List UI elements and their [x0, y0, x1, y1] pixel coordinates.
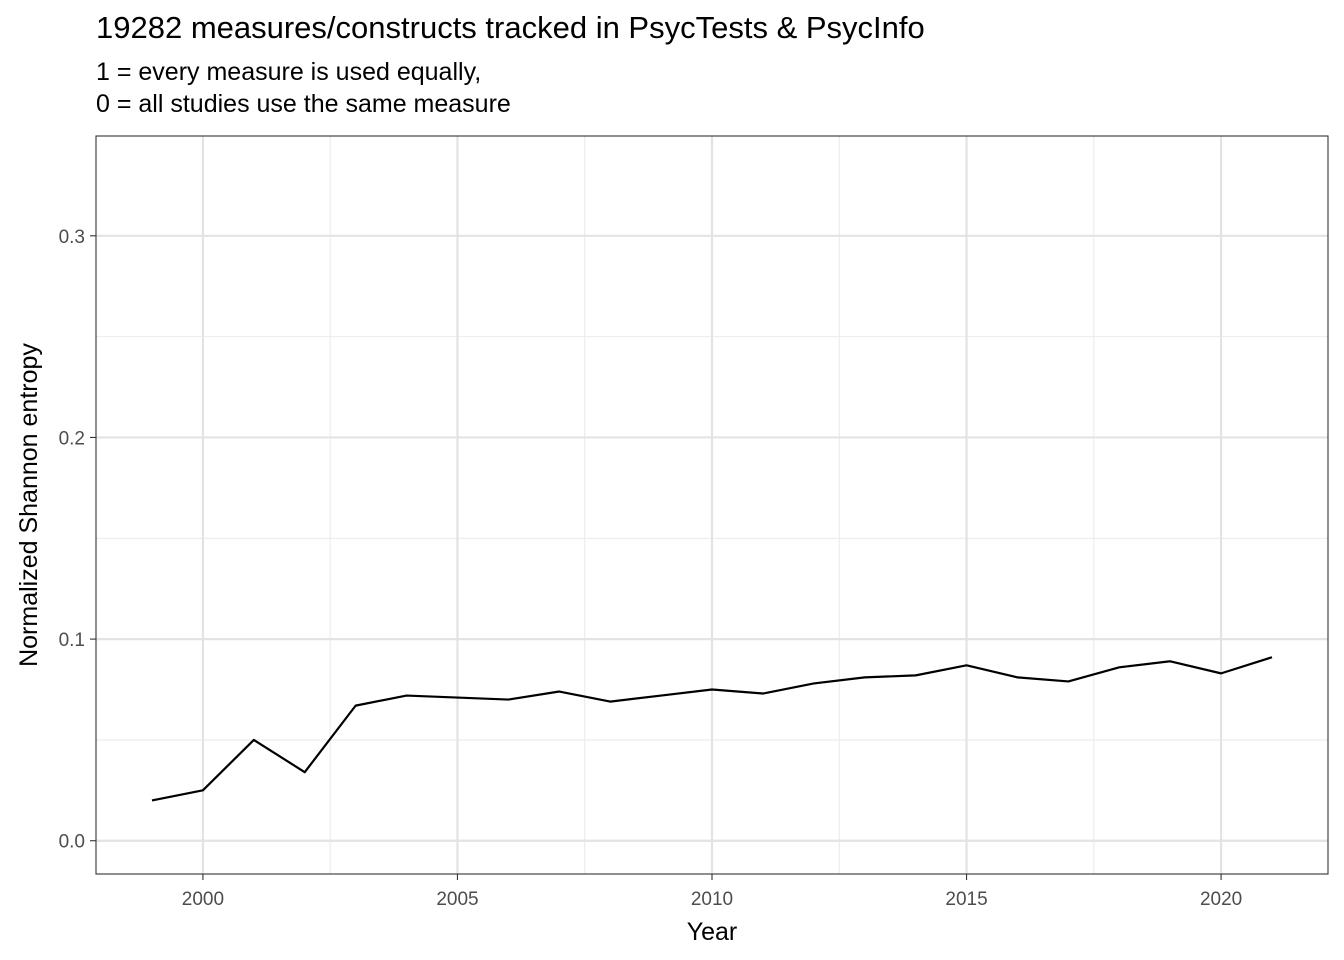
x-tick-label: 2010	[691, 889, 733, 910]
major-gridlines	[96, 136, 1328, 874]
x-tick-label: 2005	[436, 889, 478, 910]
chart-title: 19282 measures/constructs tracked in Psy…	[96, 10, 925, 45]
chart-subtitle-line-1: 1 = every measure is used equally,	[96, 58, 482, 86]
y-tick-label: 0.2	[59, 428, 85, 449]
entropy-series-line	[151, 656, 1273, 802]
chart-subtitle-line-2: 0 = all studies use the same measure	[96, 90, 511, 118]
x-tick-label: 2000	[182, 889, 224, 910]
y-tick-label: 0.1	[59, 630, 85, 651]
x-tick-label: 2015	[945, 889, 987, 910]
y-tick-label: 0.0	[59, 832, 85, 853]
y-axis-title: Normalized Shannon entropy	[15, 343, 43, 667]
y-axis: 0.0 0.1 0.2 0.3	[59, 227, 96, 853]
x-axis: 2000 2005 2010 2015 2020	[182, 874, 1242, 910]
x-axis-title: Year	[687, 918, 738, 946]
y-tick-label: 0.3	[59, 227, 85, 248]
x-tick-label: 2020	[1200, 889, 1242, 910]
